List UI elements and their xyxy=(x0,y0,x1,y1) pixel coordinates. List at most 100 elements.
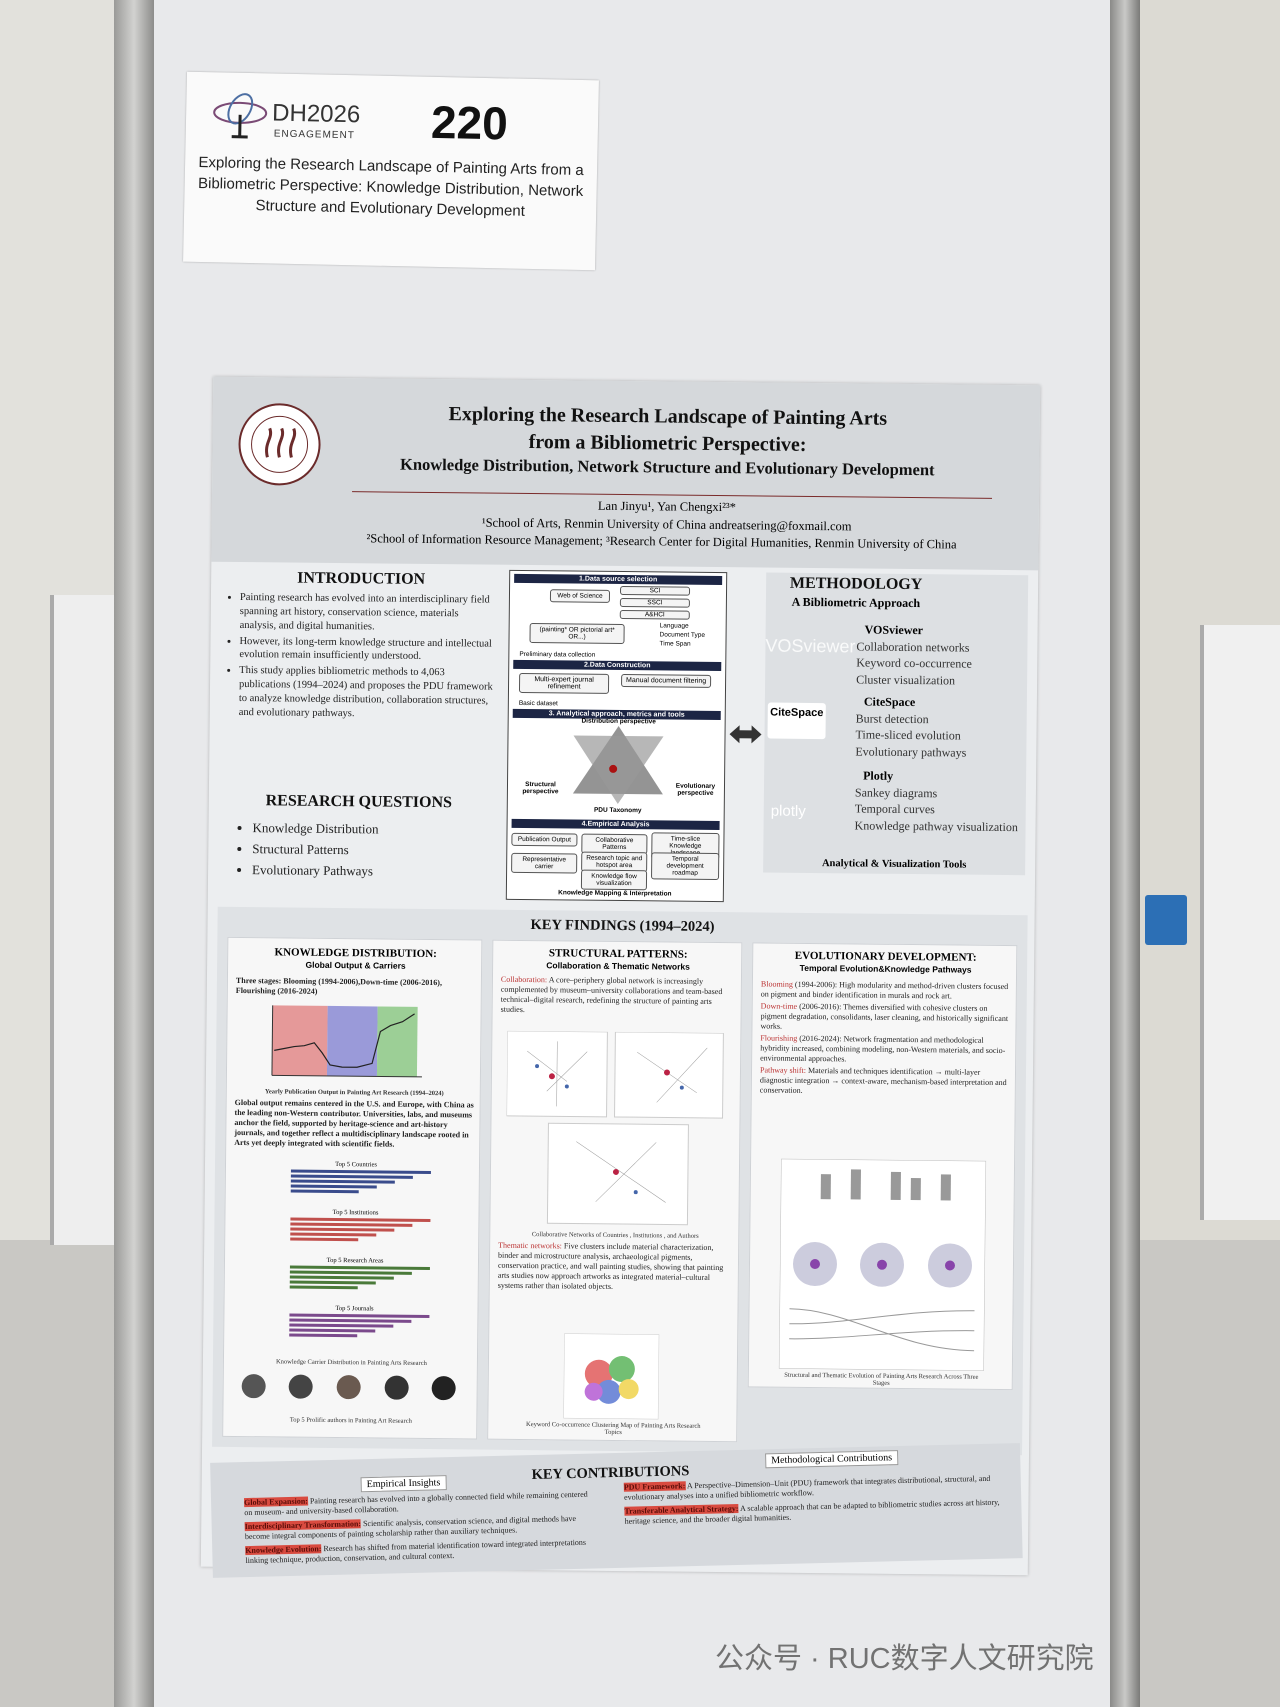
query: (painting* OR pictorial art* OR...) xyxy=(529,623,625,645)
tool-item: Cluster visualization xyxy=(856,672,956,688)
bar xyxy=(289,1270,412,1275)
contributions-box: KEY CONTRIBUTIONS Empirical Insights Met… xyxy=(210,1443,1023,1578)
university-logo xyxy=(238,403,321,486)
footer: Knowledge Mapping & Interpretation xyxy=(558,889,672,898)
tool-item: Sankey diagrams xyxy=(854,784,938,800)
bar xyxy=(289,1265,430,1271)
poster: Exploring the Research Landscape of Pain… xyxy=(200,376,1041,1578)
caption: Structural and Thematic Evolution of Pai… xyxy=(784,1371,979,1387)
network-figures xyxy=(506,1030,724,1226)
intro-list: Painting research has evolved into an in… xyxy=(225,591,496,725)
label: Collaboration: xyxy=(500,974,548,985)
bar xyxy=(290,1169,431,1175)
caption: Top 5 Countries xyxy=(335,1161,377,1169)
bin xyxy=(1145,895,1187,945)
tool: VOSviewer Collaboration networks Keyword c… xyxy=(850,621,1036,689)
analysis: Publication Output xyxy=(511,832,578,847)
index: SCI xyxy=(619,585,691,596)
step: 2.Data Construction xyxy=(513,659,722,672)
panel-text: Thematic networks: Five clusters include… xyxy=(498,1241,735,1293)
taxonomy: PDU Taxonomy xyxy=(593,806,642,815)
stage: Flourishing (2016-2024): Network fragmen… xyxy=(760,1033,1010,1066)
label: Preliminary data collection xyxy=(519,650,596,659)
poster-number: 220 xyxy=(430,95,509,150)
panel: EVOLUTIONARY DEVELOPMENT: Temporal Evolu… xyxy=(747,942,1018,1391)
bar xyxy=(290,1222,413,1227)
panel-subtitle: Temporal Evolution&Knowledge Pathways xyxy=(799,962,972,975)
methodological-list: PDU Framework: A Perspective–Dimension–U… xyxy=(616,1473,1007,1531)
label: Thematic networks: xyxy=(498,1240,562,1251)
tool-item: Evolutionary pathways xyxy=(855,744,967,760)
tool: CiteSpace Burst detection Time-sliced evol… xyxy=(849,693,1035,761)
contribution: Knowledge Evolution: Research has shifte… xyxy=(237,1537,597,1566)
label: Global Expansion: xyxy=(243,1496,309,1508)
board-post-left xyxy=(114,0,154,1707)
perspective: Structural perspective xyxy=(522,780,559,796)
bar xyxy=(289,1275,394,1280)
subtitle: A Bibliometric Approach xyxy=(791,594,921,611)
bar xyxy=(289,1328,376,1333)
text: (2016-2024): Network fragmentation and m… xyxy=(760,1033,1006,1064)
cluster-map xyxy=(563,1333,660,1420)
tag: Empirical Insights xyxy=(360,1475,447,1493)
section-heading: RESEARCH QUESTIONS xyxy=(265,792,453,812)
contribution: Transferable Analytical Strategy: A scal… xyxy=(616,1497,1006,1527)
bar xyxy=(289,1285,358,1290)
perspective: Distribution perspective xyxy=(581,717,656,726)
board-post-right xyxy=(1110,0,1140,1707)
tool-item: Collaboration networks xyxy=(856,639,970,655)
workflow: 1.Data source selection Web of Science S… xyxy=(505,569,728,903)
bar xyxy=(290,1179,395,1184)
bullet: Evolutionary Pathways xyxy=(252,861,478,882)
bar-figure: Top 5 Countries xyxy=(246,1160,466,1194)
filter: Language xyxy=(659,622,689,630)
author-photos xyxy=(241,1374,456,1401)
label: Knowledge Evolution: xyxy=(245,1544,322,1556)
tool-item: Time-sliced evolution xyxy=(855,727,961,743)
bar xyxy=(289,1280,376,1285)
caption: Top 5 Journals xyxy=(335,1305,374,1313)
bar xyxy=(289,1333,358,1338)
left-board xyxy=(50,595,118,1245)
bar-figures: Top 5 Countries Top 5 Institutions Top 5 R… xyxy=(246,1160,466,1338)
panel: KNOWLEDGE DISTRIBUTION: Global Output & … xyxy=(222,936,483,1440)
evolution-figure xyxy=(778,1158,987,1371)
tool-name: CiteSpace xyxy=(863,694,916,710)
tool-logo: VOSviewer xyxy=(765,635,856,657)
header-card: DH2026 ENGAGEMENT 220 Exploring the Rese… xyxy=(183,71,599,271)
poster-title: Exploring the Research Landscape of Pain… xyxy=(322,400,1013,481)
perspective: Evolutionary perspective xyxy=(675,782,716,797)
bullet: Knowledge Distribution xyxy=(252,819,478,840)
card-title: Exploring the Research Landscape of Pain… xyxy=(197,153,584,220)
index: SSCI xyxy=(619,597,690,608)
bar xyxy=(290,1232,377,1237)
step: 4.Empirical Analysis xyxy=(511,818,720,831)
stage: Pathway shift: Materials and techniques … xyxy=(760,1065,1010,1098)
bar xyxy=(290,1227,395,1232)
source: Web of Science xyxy=(549,589,611,603)
caption: Top 5 Research Areas xyxy=(326,1256,384,1265)
bar xyxy=(290,1217,431,1223)
tag: Methodological Contributions xyxy=(765,1450,899,1469)
panel-text: Global output remains centered in the U.… xyxy=(234,1097,474,1149)
label: PDU Framework: xyxy=(623,1481,686,1492)
bullet: However, its long-term knowledge structu… xyxy=(239,635,495,665)
label: Blooming xyxy=(760,979,793,989)
tool-name: VOSviewer xyxy=(864,622,924,638)
section-heading: INTRODUCTION xyxy=(297,569,426,588)
section-heading: METHODOLOGY xyxy=(789,574,923,594)
label: Pathway shift: xyxy=(759,1065,807,1075)
caption: Keyword Co-occurrence Clustering Map of … xyxy=(525,1421,701,1437)
analysis: Representative carrier xyxy=(511,852,578,874)
label: Basic dataset xyxy=(518,699,558,708)
bullet: Painting research has evolved into an in… xyxy=(240,591,496,635)
caption: Top 5 Institutions xyxy=(332,1208,379,1217)
bar-figure: Top 5 Journals xyxy=(244,1304,464,1338)
empirical-list: Global Expansion: Painting research has … xyxy=(236,1489,598,1570)
logo-text: DH2026 xyxy=(271,99,361,129)
bullet: This study applies bibliometric methods … xyxy=(239,664,496,722)
tool: Plotly Sankey diagrams Temporal curves Know… xyxy=(849,767,1035,835)
label: Flourishing xyxy=(760,1033,798,1043)
index: A&HCI xyxy=(619,609,690,620)
